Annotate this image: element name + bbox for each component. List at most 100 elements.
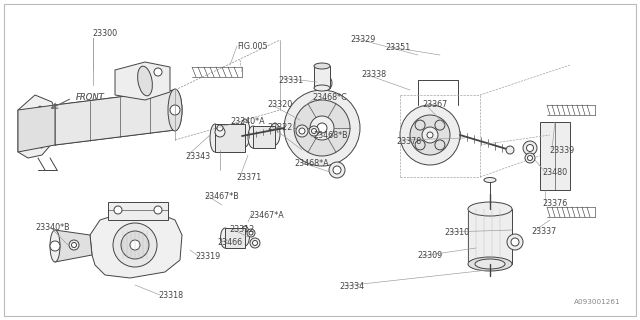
Circle shape: [247, 229, 255, 237]
Polygon shape: [18, 95, 58, 158]
Circle shape: [293, 137, 299, 143]
Ellipse shape: [138, 66, 152, 96]
Text: 23338: 23338: [362, 70, 387, 79]
Text: 23339: 23339: [549, 146, 574, 155]
Polygon shape: [18, 105, 55, 152]
Text: 23300: 23300: [93, 29, 118, 38]
Circle shape: [154, 206, 162, 214]
Circle shape: [250, 238, 260, 248]
Circle shape: [523, 141, 537, 155]
Bar: [253, 126, 275, 148]
Circle shape: [506, 146, 514, 154]
Text: 23351: 23351: [385, 44, 410, 52]
Text: 23320: 23320: [268, 100, 292, 109]
Circle shape: [310, 116, 334, 140]
Text: 23310: 23310: [445, 228, 470, 237]
Bar: [225, 228, 245, 248]
Circle shape: [31, 123, 39, 131]
Ellipse shape: [241, 226, 250, 246]
Circle shape: [154, 68, 162, 76]
Circle shape: [312, 129, 317, 133]
Ellipse shape: [484, 178, 496, 182]
Circle shape: [215, 127, 225, 137]
Ellipse shape: [314, 63, 330, 69]
Circle shape: [410, 115, 450, 155]
Text: 23334: 23334: [339, 282, 364, 291]
Polygon shape: [115, 62, 170, 100]
Ellipse shape: [270, 123, 280, 145]
Text: 23309: 23309: [417, 252, 442, 260]
Text: 23331: 23331: [278, 76, 303, 85]
Polygon shape: [55, 230, 92, 262]
Circle shape: [511, 238, 519, 246]
Text: A093001261: A093001261: [574, 299, 621, 305]
Text: 23322: 23322: [268, 124, 293, 132]
Bar: [314, 66, 330, 88]
Ellipse shape: [48, 105, 62, 145]
Text: 23480: 23480: [543, 168, 568, 177]
Text: 23319: 23319: [195, 252, 220, 261]
Circle shape: [317, 123, 327, 133]
Circle shape: [400, 105, 460, 165]
Circle shape: [121, 231, 149, 259]
Circle shape: [427, 132, 433, 138]
Circle shape: [249, 231, 253, 235]
Circle shape: [296, 125, 308, 137]
Polygon shape: [90, 212, 182, 278]
Circle shape: [292, 122, 300, 130]
Circle shape: [113, 223, 157, 267]
Text: 23467*B: 23467*B: [205, 192, 239, 201]
Circle shape: [299, 128, 305, 134]
Circle shape: [253, 241, 257, 245]
Bar: [215, 124, 245, 152]
Ellipse shape: [240, 119, 250, 147]
Polygon shape: [108, 202, 168, 220]
Text: 23367: 23367: [422, 100, 447, 109]
Circle shape: [289, 119, 303, 133]
Ellipse shape: [314, 85, 330, 91]
Circle shape: [50, 241, 60, 251]
Text: 23371: 23371: [237, 173, 262, 182]
Circle shape: [415, 140, 425, 150]
Ellipse shape: [475, 259, 505, 269]
Ellipse shape: [168, 90, 182, 130]
Circle shape: [170, 105, 180, 115]
Circle shape: [329, 162, 345, 178]
Ellipse shape: [221, 228, 230, 248]
Circle shape: [69, 240, 79, 250]
Ellipse shape: [168, 89, 182, 131]
Ellipse shape: [210, 124, 220, 152]
Circle shape: [291, 135, 301, 145]
Text: 23329: 23329: [351, 35, 376, 44]
Text: 23468*C: 23468*C: [312, 93, 347, 102]
Polygon shape: [28, 106, 52, 148]
Text: 23466: 23466: [218, 238, 243, 247]
Text: 23378: 23378: [397, 137, 422, 146]
Text: 23318: 23318: [159, 291, 184, 300]
Circle shape: [435, 120, 445, 130]
Text: 23468*A: 23468*A: [294, 159, 329, 168]
Circle shape: [422, 127, 438, 143]
Text: 23468*B: 23468*B: [314, 132, 348, 140]
Bar: [540, 122, 570, 190]
Bar: [468, 209, 512, 264]
Text: 23467*A: 23467*A: [250, 211, 284, 220]
Circle shape: [527, 145, 534, 151]
Circle shape: [294, 100, 350, 156]
Text: 23376: 23376: [543, 199, 568, 208]
Text: 23337: 23337: [531, 227, 556, 236]
Polygon shape: [55, 90, 175, 145]
Text: 23312: 23312: [229, 225, 254, 234]
Circle shape: [309, 126, 319, 136]
Text: 23343: 23343: [186, 152, 211, 161]
Circle shape: [507, 234, 523, 250]
Text: 23340*A: 23340*A: [230, 117, 265, 126]
Ellipse shape: [468, 257, 512, 271]
Circle shape: [525, 153, 535, 163]
Circle shape: [114, 206, 122, 214]
Circle shape: [217, 125, 223, 131]
Circle shape: [72, 243, 77, 247]
Circle shape: [435, 140, 445, 150]
Circle shape: [333, 166, 341, 174]
Text: FRONT: FRONT: [76, 93, 105, 102]
